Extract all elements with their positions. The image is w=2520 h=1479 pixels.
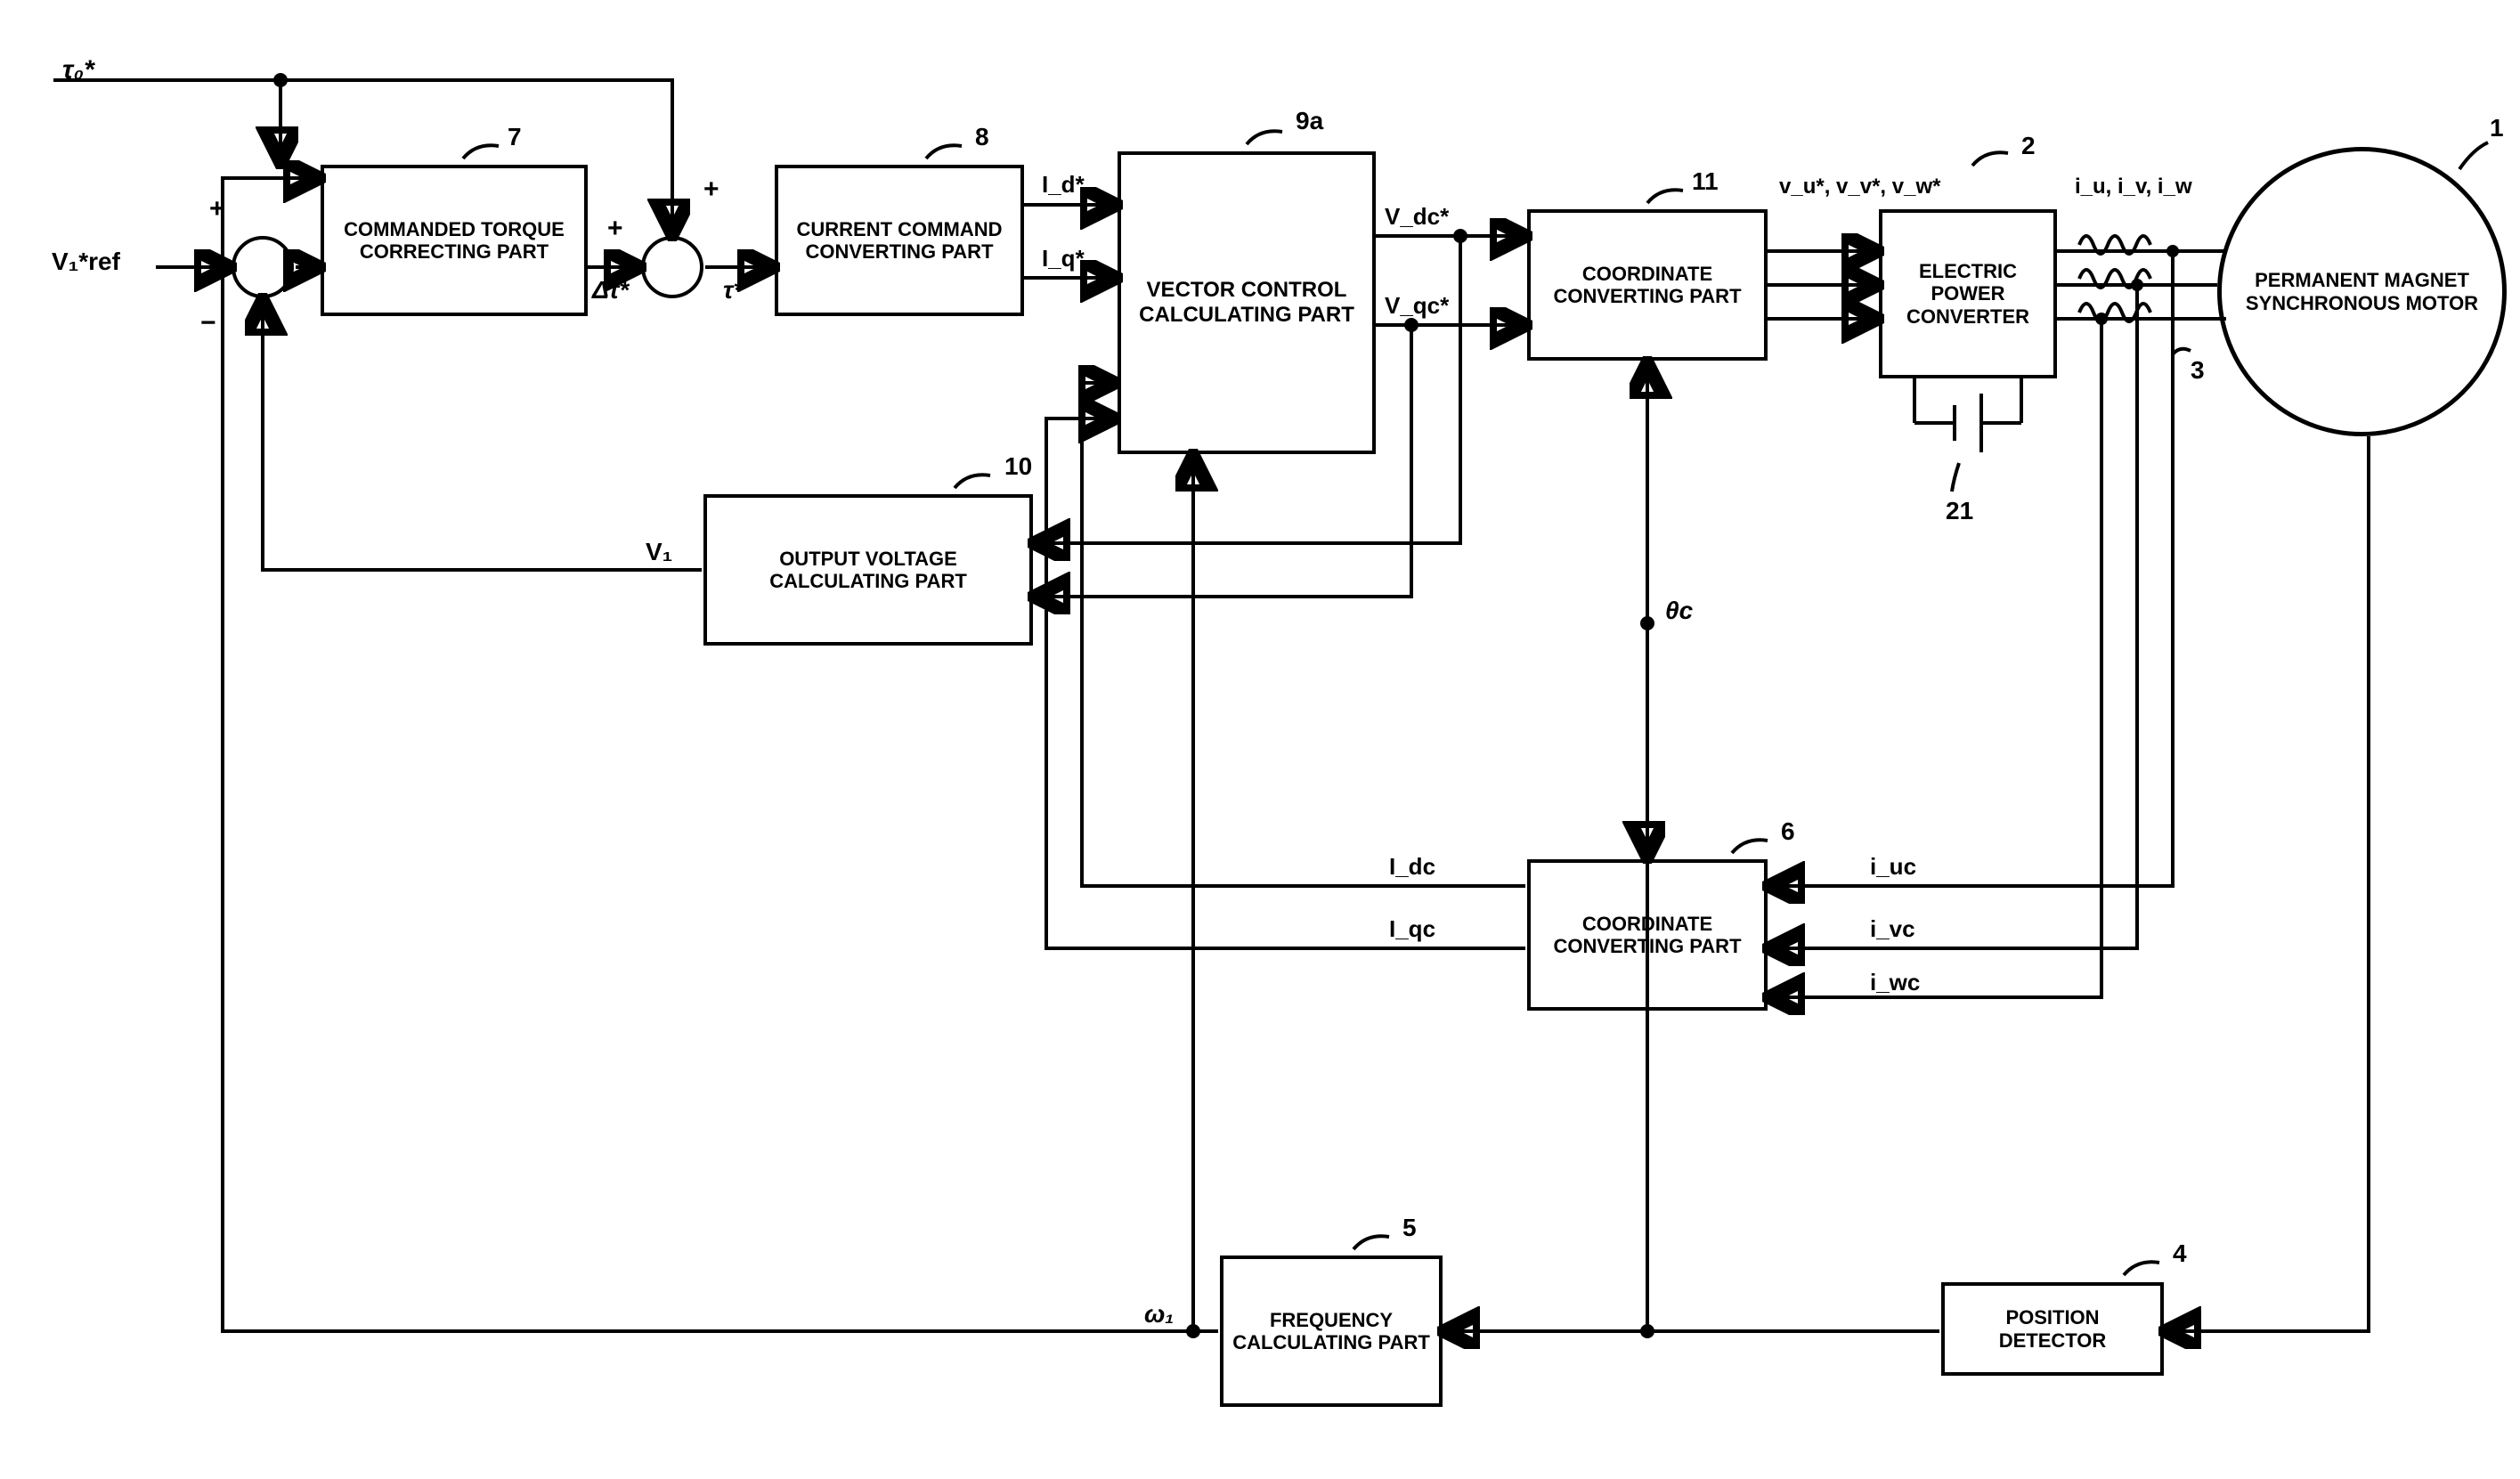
sig-iuvw: i_u, i_v, i_w — [2075, 175, 2192, 199]
block-4-label: POSITION DETECTOR — [1950, 1306, 2155, 1352]
block-8-label: CURRENT COMMAND CONVERTING PART — [784, 218, 1015, 264]
block-6-label: COORDINATE CONVERTING PART — [1536, 913, 1759, 958]
ref-5: 5 — [1402, 1214, 1417, 1242]
sig-vqc: V_qc* — [1385, 292, 1449, 320]
ref-21: 21 — [1946, 497, 1973, 525]
block-10-label: OUTPUT VOLTAGE CALCULATING PART — [712, 548, 1024, 593]
ref-1: 1 — [2490, 114, 2504, 142]
block-9a: VECTOR CONTROL CALCULATING PART — [1118, 151, 1376, 454]
sig-v1: V₁ — [646, 538, 672, 566]
block-7: COMMANDED TORQUE CORRECTING PART — [321, 165, 588, 316]
sig-vuvw: v_u*, v_v*, v_w* — [1779, 175, 1940, 199]
motor-block: PERMANENT MAGNET SYNCHRONOUS MOTOR — [2217, 147, 2507, 436]
sum2-plus-t: + — [703, 175, 719, 205]
sig-dtau: Δτ* — [592, 276, 629, 305]
sum2-plus-l: + — [607, 214, 623, 244]
block-2: ELECTRIC POWER CONVERTER — [1879, 209, 2057, 378]
sig-thetac: θc — [1665, 597, 1693, 625]
ref-2: 2 — [2021, 132, 2036, 160]
sum1-plus: + — [209, 194, 225, 224]
ref-11: 11 — [1692, 167, 1719, 196]
ref-7: 7 — [508, 123, 522, 151]
sig-vdc: V_dc* — [1385, 203, 1449, 231]
sig-tau0: τ₀* — [62, 55, 94, 85]
block-8: CURRENT COMMAND CONVERTING PART — [775, 165, 1024, 316]
ref-6: 6 — [1781, 817, 1795, 846]
ref-9a: 9a — [1296, 107, 1323, 135]
block-9a-label: VECTOR CONTROL CALCULATING PART — [1126, 278, 1367, 327]
block-2-label: ELECTRIC POWER CONVERTER — [1888, 260, 2048, 328]
sig-idc: I_dc — [1389, 853, 1435, 881]
ref-10: 10 — [1004, 452, 1032, 481]
summer-1 — [232, 236, 294, 298]
motor-label: PERMANENT MAGNET SYNCHRONOUS MOTOR — [2222, 269, 2502, 314]
sig-ivc: i_vc — [1870, 915, 1915, 943]
summer-2 — [641, 236, 703, 298]
block-11-label: COORDINATE CONVERTING PART — [1536, 263, 1759, 308]
sig-iq: I_q* — [1042, 245, 1085, 272]
sig-iqc: I_qc — [1389, 915, 1435, 943]
block-5-label: FREQUENCY CALCULATING PART — [1229, 1309, 1434, 1354]
sig-omega1: ω₁ — [1144, 1300, 1174, 1329]
ref-8: 8 — [975, 123, 989, 151]
block-11: COORDINATE CONVERTING PART — [1527, 209, 1768, 361]
block-4: POSITION DETECTOR — [1941, 1282, 2164, 1376]
block-5: FREQUENCY CALCULATING PART — [1220, 1256, 1443, 1407]
diagram-canvas: COMMANDED TORQUE CORRECTING PART CURRENT… — [0, 0, 2520, 1479]
sig-id: I_d* — [1042, 171, 1085, 199]
sig-v1ref: V₁*ref — [52, 248, 120, 276]
sig-iwc: i_wc — [1870, 969, 1920, 996]
ref-4: 4 — [2173, 1239, 2187, 1268]
block-6: COORDINATE CONVERTING PART — [1527, 859, 1768, 1011]
block-10: OUTPUT VOLTAGE CALCULATING PART — [703, 494, 1033, 646]
sig-tau: τ* — [723, 276, 743, 305]
sum1-minus: − — [200, 308, 216, 338]
sig-iuc: i_uc — [1870, 853, 1916, 881]
ref-3: 3 — [2191, 356, 2205, 385]
block-7-label: COMMANDED TORQUE CORRECTING PART — [329, 218, 579, 264]
